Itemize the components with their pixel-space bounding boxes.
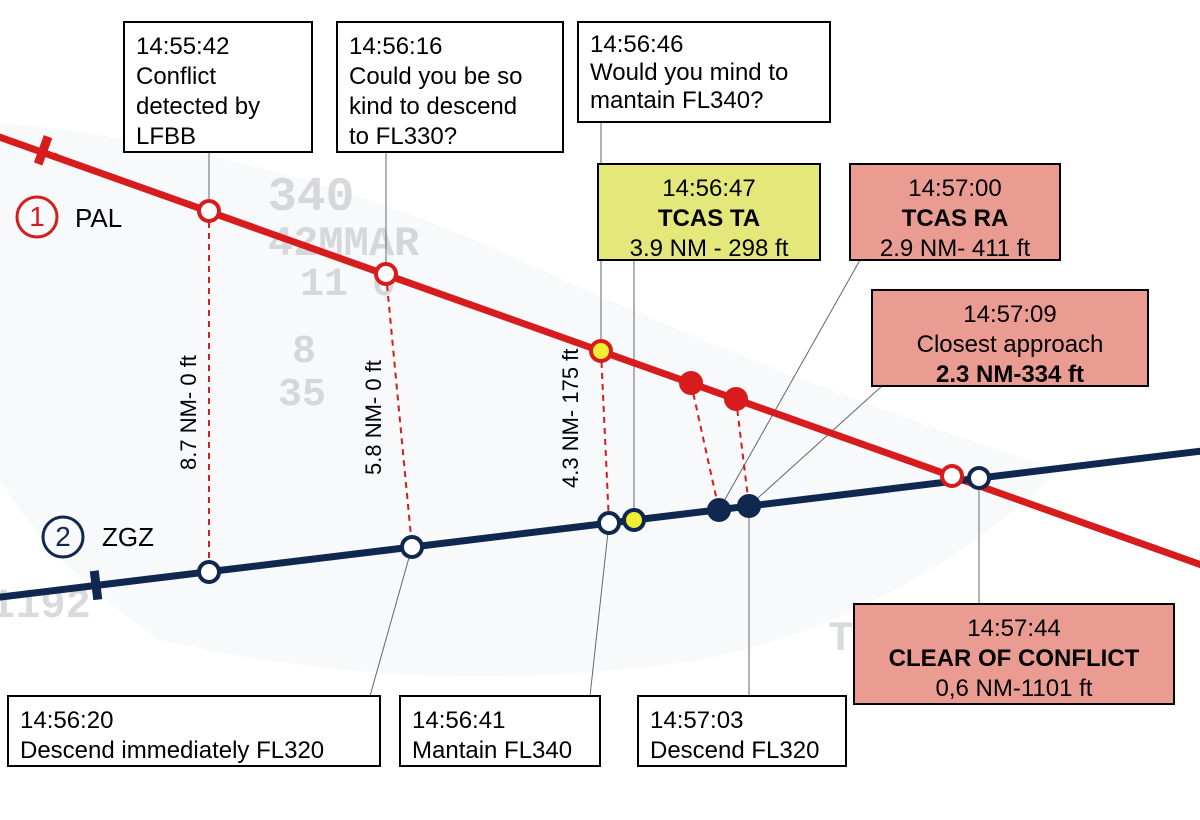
callout-c5-line1: TCAS RA (902, 205, 1009, 232)
ghost-text: 35 (278, 373, 326, 418)
callout-c4-line2: 3.9 NM - 298 ft (630, 235, 789, 262)
callout-c2-line2: kind to descend (349, 93, 517, 120)
event-r6 (942, 466, 962, 486)
callout-c4-line1: TCAS TA (658, 205, 760, 232)
callout-c9: 14:56:41 Mantain FL340 (400, 696, 600, 766)
event-r3 (591, 341, 611, 361)
callout-c3-line1: Would you mind to (590, 59, 788, 86)
aircraft-red-label: PAL (75, 203, 122, 233)
aircraft-red-badge-text: 1 (29, 201, 45, 232)
callout-c1-line3: LFBB (136, 123, 196, 150)
ghost-text: 340 (268, 171, 354, 225)
callout-c9-line1: Mantain FL340 (412, 737, 572, 764)
callout-c7: 14:57:44 CLEAR OF CONFLICT 0,6 NM-1101 ft (854, 604, 1174, 704)
callout-c2-line3: to FL330? (349, 123, 457, 150)
callout-c10-line1: Descend FL320 (650, 737, 819, 764)
event-n4 (624, 510, 644, 530)
aircraft-navy-label: ZGZ (102, 522, 154, 552)
callout-c3-line0: 14:56:46 (590, 31, 683, 58)
callout-c9-line0: 14:56:41 (412, 707, 505, 734)
event-r5 (726, 389, 746, 409)
event-n2 (402, 537, 422, 557)
separation-label: 8.7 NM- 0 ft (176, 355, 201, 470)
separation-label: 4.3 NM- 175 ft (558, 349, 583, 488)
callout-c6-line1: Closest approach (917, 331, 1104, 358)
callout-c6-line0: 14:57:09 (963, 301, 1056, 328)
callout-c6: 14:57:09 Closest approach 2.3 NM-334 ft (872, 290, 1148, 388)
callout-c2: 14:56:16 Could you be so kind to descend to… (337, 22, 563, 152)
callout-c3: 14:56:46Would you mind tomantain FL340? (578, 22, 830, 122)
callout-c1-line0: 14:55:42 (136, 33, 229, 60)
callout-c4-line0: 14:56:47 (662, 175, 755, 202)
event-r1 (199, 201, 219, 221)
event-r4 (681, 373, 701, 393)
separation-label: 5.8 NM- 0 ft (361, 360, 386, 475)
aircraft-navy-badge-text: 2 (55, 521, 71, 552)
callout-c5-line0: 14:57:00 (908, 175, 1001, 202)
callout-c6-line2: 2.3 NM-334 ft (936, 361, 1084, 388)
callout-c10: 14:57:03 Descend FL320 (638, 696, 846, 766)
callout-c5-line2: 2.9 NM- 411 ft (880, 235, 1031, 262)
callout-c4: 14:56:47 TCAS TA 3.9 NM - 298 ft (598, 164, 820, 262)
event-n3 (599, 513, 619, 533)
event-r2 (376, 264, 396, 284)
callout-c8-line1: Descend immediately FL320 (20, 737, 324, 764)
callout-c7-line2: 0,6 NM-1101 ft (936, 675, 1093, 702)
callout-c2-line0: 14:56:16 (349, 33, 442, 60)
event-n7 (969, 468, 989, 488)
callout-c1: 14:55:42 Conflict detected by LFBB (124, 22, 312, 152)
callout-c1-line1: Conflict (136, 63, 216, 90)
event-n1 (199, 562, 219, 582)
callout-c2-line1: Could you be so (349, 63, 522, 90)
callout-c7-line0: 14:57:44 (967, 615, 1060, 642)
ghost-text: 8 (292, 330, 316, 375)
callout-c8: 14:56:20 Descend immediately FL320 (8, 696, 380, 766)
event-n5 (709, 500, 729, 520)
callout-c8-line0: 14:56:20 (20, 707, 113, 734)
callout-c1-line2: detected by (136, 93, 260, 120)
callout-c5: 14:57:00 TCAS RA 2.9 NM- 411 ft (850, 164, 1060, 262)
event-n6 (739, 496, 759, 516)
callout-c7-line1: CLEAR OF CONFLICT (889, 645, 1140, 672)
callout-c3-line2: mantain FL340? (590, 87, 763, 114)
callout-c10-line0: 14:57:03 (650, 707, 743, 734)
